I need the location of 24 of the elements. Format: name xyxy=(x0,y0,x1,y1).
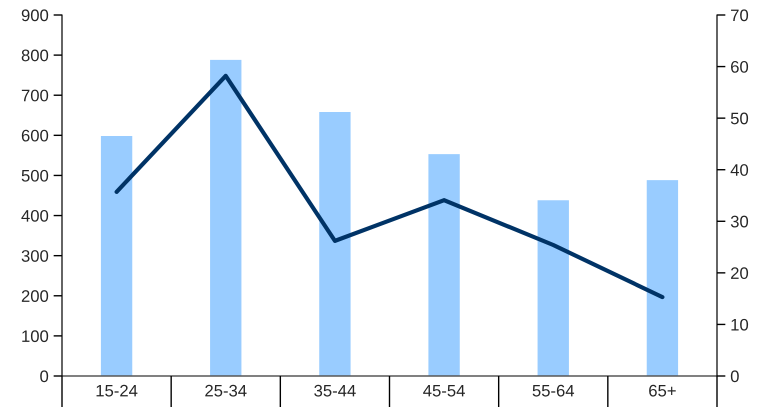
x-tick-label: 55-64 xyxy=(532,384,574,397)
x-tick-label: 35-44 xyxy=(314,384,356,397)
x-tick-label: 45-54 xyxy=(423,384,465,397)
x-tick-label: 25-34 xyxy=(205,384,247,397)
y-tick-label: 600 xyxy=(22,130,48,142)
y-tick-label: 0 xyxy=(40,370,48,382)
y-tick-label: 400 xyxy=(21,210,48,222)
y2-tick-label: 10 xyxy=(731,318,748,331)
y-tick-label: 900 xyxy=(22,9,48,22)
y-tick-label: 300 xyxy=(22,250,48,262)
y-tick-label: 500 xyxy=(22,170,48,182)
y-tick-label: 100 xyxy=(22,330,48,342)
y-tick-label: 800 xyxy=(22,50,48,62)
y-tick-label: 700 xyxy=(22,90,48,102)
y2-tick-label: 20 xyxy=(731,267,748,280)
x-tick-label: 65+ xyxy=(649,384,676,397)
x-tick-label: 15-24 xyxy=(96,384,138,397)
y2-tick-label: 0 xyxy=(730,370,739,382)
y2-tick-label: 40 xyxy=(730,164,748,176)
y2-tick-label: 30 xyxy=(730,216,748,228)
y2-tick-label: 50 xyxy=(730,112,748,124)
y-tick-label: 200 xyxy=(22,290,48,302)
y2-tick-label: 60 xyxy=(731,60,748,73)
y2-tick-label: 70 xyxy=(731,9,748,22)
